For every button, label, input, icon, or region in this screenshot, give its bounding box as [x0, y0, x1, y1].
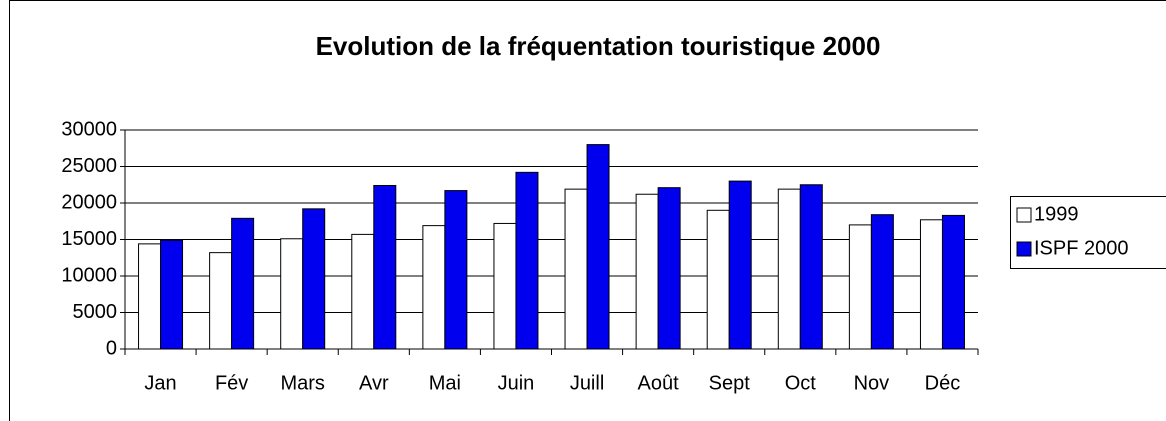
legend-key: [1016, 241, 1032, 257]
bar: [515, 171, 539, 350]
y-tick-label: 0: [106, 337, 117, 359]
x-tick-label: Jan: [144, 372, 176, 394]
bar: [777, 188, 801, 350]
bar: [493, 222, 517, 350]
bar: [302, 208, 326, 350]
bar: [231, 217, 255, 350]
bar: [870, 214, 894, 350]
x-tick-label: Août: [638, 372, 680, 394]
bar: [586, 144, 610, 350]
bar: [138, 243, 162, 350]
x-tick-label: Oct: [785, 372, 817, 394]
y-tick-label: 25000: [61, 155, 117, 177]
bar: [209, 252, 233, 350]
bar: [280, 238, 304, 350]
legend-label: ISPF 2000: [1034, 237, 1129, 259]
bar: [422, 225, 446, 350]
x-tick-label: Mars: [280, 372, 324, 394]
legend-box: [1010, 196, 1166, 269]
bar: [373, 184, 397, 350]
legend-label: 1999: [1034, 203, 1079, 225]
bar: [657, 187, 681, 350]
x-tick-label: Juin: [498, 372, 535, 394]
bar: [706, 209, 730, 350]
bar: [564, 188, 588, 350]
y-tick-label: 5000: [73, 301, 118, 323]
y-tick-label: 30000: [61, 118, 117, 140]
bar: [160, 239, 184, 350]
x-tick-label: Mai: [429, 372, 461, 394]
x-tick-label: Fév: [215, 372, 248, 394]
legend-key: [1016, 207, 1032, 223]
bar: [351, 233, 375, 350]
chart-border: [9, 0, 1166, 421]
bar: [799, 184, 823, 350]
bar: [728, 180, 752, 350]
bar: [444, 190, 468, 350]
bar: [848, 224, 872, 350]
bar: [941, 214, 965, 350]
chart-title: Evolution de la fréquentation touristiqu…: [316, 31, 881, 61]
y-tick-label: 10000: [61, 264, 117, 286]
x-tick-label: Nov: [854, 372, 890, 394]
x-tick-label: Juill: [570, 372, 604, 394]
bar: [635, 193, 659, 350]
x-tick-label: Sept: [709, 372, 751, 394]
y-tick-label: 20000: [61, 191, 117, 213]
y-tick-label: 15000: [61, 228, 117, 250]
bar: [919, 219, 943, 350]
x-tick-label: Avr: [359, 372, 389, 394]
x-tick-label: Déc: [925, 372, 961, 394]
